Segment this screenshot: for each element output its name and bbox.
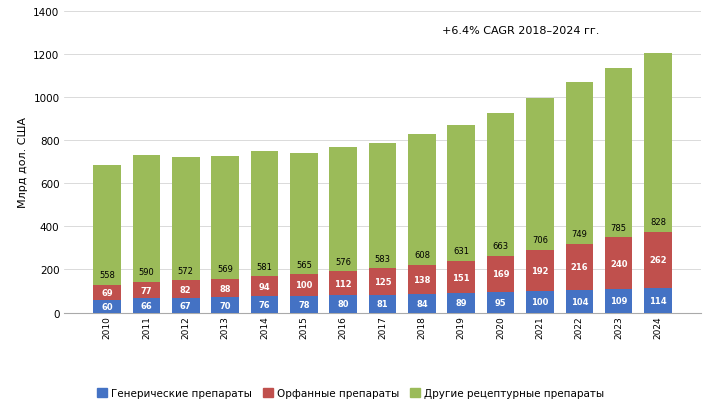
Bar [605, 290, 633, 313]
Text: 112: 112 [335, 279, 352, 288]
Text: 70: 70 [220, 301, 231, 310]
Bar [93, 165, 121, 285]
Text: 828: 828 [650, 218, 666, 227]
Text: 169: 169 [492, 270, 509, 279]
Text: 84: 84 [416, 299, 428, 308]
Bar [290, 275, 317, 296]
Bar [369, 143, 396, 269]
Text: 67: 67 [180, 301, 192, 310]
Text: 631: 631 [453, 247, 469, 256]
Text: 100: 100 [295, 281, 312, 290]
Text: 100: 100 [531, 298, 548, 306]
Bar [526, 291, 553, 313]
Bar [487, 256, 514, 292]
Text: 80: 80 [337, 300, 349, 309]
Bar [330, 296, 357, 313]
Text: 663: 663 [493, 242, 508, 251]
Text: 608: 608 [414, 251, 430, 260]
Bar [132, 155, 160, 282]
Text: 569: 569 [217, 265, 233, 273]
Bar [290, 153, 317, 275]
Bar [487, 292, 514, 313]
Bar [408, 134, 435, 265]
Text: +6.4% CAGR 2018–2024 гг.: +6.4% CAGR 2018–2024 гг. [442, 26, 599, 36]
Text: 94: 94 [259, 282, 270, 291]
Bar [369, 269, 396, 296]
Text: 785: 785 [611, 223, 626, 233]
Bar [605, 238, 633, 290]
Bar [644, 54, 672, 232]
Text: 125: 125 [374, 277, 391, 286]
Text: 66: 66 [141, 301, 152, 310]
Bar [644, 288, 672, 313]
Bar [93, 300, 121, 313]
Text: 78: 78 [298, 300, 310, 309]
Bar [132, 299, 160, 313]
Bar [330, 148, 357, 271]
Text: 76: 76 [259, 300, 270, 309]
Bar [251, 296, 278, 313]
Text: 216: 216 [571, 263, 588, 272]
Bar [487, 113, 514, 256]
Text: 88: 88 [220, 284, 231, 293]
Text: 77: 77 [141, 286, 152, 295]
Text: 576: 576 [335, 257, 351, 266]
Bar [644, 232, 672, 288]
Bar [212, 279, 239, 298]
Bar [369, 296, 396, 313]
Bar [172, 158, 199, 281]
Bar [93, 285, 121, 300]
Text: 583: 583 [375, 254, 390, 263]
Text: 89: 89 [455, 299, 467, 308]
Bar [448, 261, 475, 294]
Bar [212, 157, 239, 279]
Bar [448, 126, 475, 261]
Text: 69: 69 [102, 288, 113, 297]
Bar [526, 98, 553, 250]
Text: 240: 240 [610, 259, 627, 268]
Text: 114: 114 [649, 296, 667, 305]
Text: 82: 82 [180, 285, 192, 294]
Bar [408, 265, 435, 295]
Bar [290, 296, 317, 313]
Text: 558: 558 [99, 271, 115, 280]
Bar [212, 298, 239, 313]
Text: 81: 81 [377, 300, 388, 308]
Text: 581: 581 [257, 262, 272, 271]
Y-axis label: Млрд дол. США: Млрд дол. США [18, 117, 28, 208]
Text: 60: 60 [102, 302, 113, 311]
Legend: Генерические препараты, Орфанные препараты, Другие рецептурные препараты: Генерические препараты, Орфанные препара… [93, 384, 608, 401]
Text: 138: 138 [413, 275, 430, 284]
Text: 565: 565 [296, 260, 312, 269]
Bar [566, 290, 593, 313]
Bar [251, 276, 278, 296]
Text: 706: 706 [532, 236, 548, 245]
Bar [132, 282, 160, 299]
Text: 151: 151 [453, 273, 470, 282]
Bar [605, 69, 633, 238]
Bar [251, 152, 278, 276]
Bar [172, 298, 199, 313]
Bar [408, 295, 435, 313]
Bar [330, 271, 357, 296]
Bar [526, 250, 553, 291]
Text: 572: 572 [178, 266, 194, 275]
Text: 749: 749 [571, 230, 587, 239]
Text: 104: 104 [571, 297, 588, 306]
Bar [566, 83, 593, 244]
Text: 262: 262 [649, 256, 667, 265]
Text: 590: 590 [139, 268, 154, 277]
Text: 109: 109 [610, 297, 627, 306]
Text: 192: 192 [531, 266, 548, 275]
Text: 95: 95 [495, 298, 506, 307]
Bar [448, 294, 475, 313]
Bar [566, 244, 593, 290]
Bar [172, 281, 199, 298]
